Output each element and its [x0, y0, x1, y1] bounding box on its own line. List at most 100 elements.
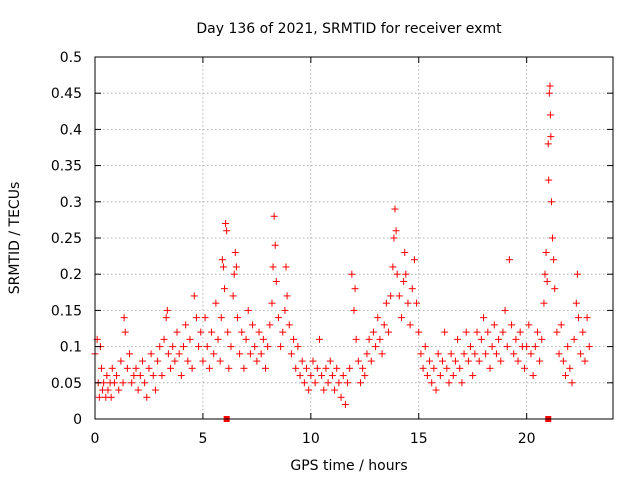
data-point	[400, 277, 408, 285]
data-point	[473, 328, 481, 336]
y-tick-label: 0.45	[51, 86, 82, 102]
data-point	[313, 364, 321, 372]
data-point	[253, 357, 261, 365]
data-point	[378, 350, 386, 358]
x-tick-label: 0	[91, 431, 100, 447]
grid-layer	[95, 57, 613, 419]
data-points	[91, 82, 593, 409]
data-point	[287, 350, 295, 358]
data-point	[443, 364, 451, 372]
data-point	[272, 277, 280, 285]
data-point	[372, 343, 380, 351]
data-point	[216, 357, 224, 365]
data-point	[110, 379, 118, 387]
data-point	[179, 343, 187, 351]
data-point	[531, 343, 539, 351]
data-point	[401, 248, 409, 256]
data-point	[147, 350, 155, 358]
data-point	[171, 357, 179, 365]
data-point	[523, 343, 531, 351]
data-point	[428, 379, 436, 387]
data-point	[583, 314, 591, 322]
data-point	[421, 343, 429, 351]
x-tick-label: 20	[518, 431, 536, 447]
data-point	[205, 364, 213, 372]
data-point	[392, 227, 400, 235]
data-point	[136, 372, 144, 380]
data-point	[184, 357, 192, 365]
data-point	[419, 364, 427, 372]
data-point	[244, 306, 252, 314]
data-point	[232, 263, 240, 271]
data-point	[210, 350, 218, 358]
data-point	[212, 299, 220, 307]
data-point	[454, 335, 462, 343]
data-point	[395, 292, 403, 300]
data-point	[579, 328, 587, 336]
data-point	[303, 364, 311, 372]
data-point	[107, 393, 115, 401]
data-point	[505, 256, 513, 264]
y-tick-label: 0.5	[60, 50, 82, 66]
data-point	[113, 372, 121, 380]
data-point	[169, 343, 177, 351]
data-point	[460, 350, 468, 358]
data-point	[415, 328, 423, 336]
data-point	[566, 364, 574, 372]
data-point	[100, 379, 108, 387]
data-point	[359, 364, 367, 372]
data-point	[449, 372, 457, 380]
data-point	[103, 372, 111, 380]
data-point	[158, 372, 166, 380]
data-point	[540, 299, 548, 307]
data-point	[501, 306, 509, 314]
data-point	[516, 328, 524, 336]
data-point	[547, 198, 555, 206]
data-point	[266, 321, 274, 329]
x-tick-label: 5	[198, 431, 207, 447]
data-point	[197, 328, 205, 336]
data-point	[294, 343, 302, 351]
data-point	[361, 372, 369, 380]
data-point	[242, 335, 250, 343]
data-point	[436, 372, 444, 380]
data-point	[553, 328, 561, 336]
data-point	[389, 263, 397, 271]
x-tick-label: 15	[410, 431, 428, 447]
data-point	[467, 343, 475, 351]
data-point	[447, 350, 455, 358]
data-point	[163, 306, 171, 314]
data-point	[188, 364, 196, 372]
data-point	[298, 357, 306, 365]
data-point	[108, 364, 116, 372]
data-point	[160, 335, 168, 343]
data-point	[404, 299, 412, 307]
data-point	[545, 89, 553, 97]
data-point	[251, 343, 259, 351]
data-point	[190, 292, 198, 300]
data-point	[348, 270, 356, 278]
data-point	[536, 357, 544, 365]
data-point	[547, 133, 555, 141]
data-point	[117, 357, 125, 365]
data-point	[331, 386, 339, 394]
data-point	[164, 350, 172, 358]
y-tick-label: 0.25	[51, 231, 82, 247]
data-point	[572, 299, 580, 307]
y-tick-label: 0.35	[51, 159, 82, 175]
data-point	[300, 379, 308, 387]
data-point	[322, 364, 330, 372]
data-point	[503, 343, 511, 351]
data-point	[318, 372, 326, 380]
data-point	[367, 357, 375, 365]
x-axis-label: GPS time / hours	[290, 458, 407, 474]
data-point	[130, 372, 138, 380]
data-point	[177, 372, 185, 380]
data-point	[285, 321, 293, 329]
data-point	[344, 379, 352, 387]
data-point	[223, 227, 231, 235]
data-point	[529, 372, 537, 380]
data-point	[229, 292, 237, 300]
data-point	[104, 386, 112, 394]
data-point	[508, 321, 516, 329]
